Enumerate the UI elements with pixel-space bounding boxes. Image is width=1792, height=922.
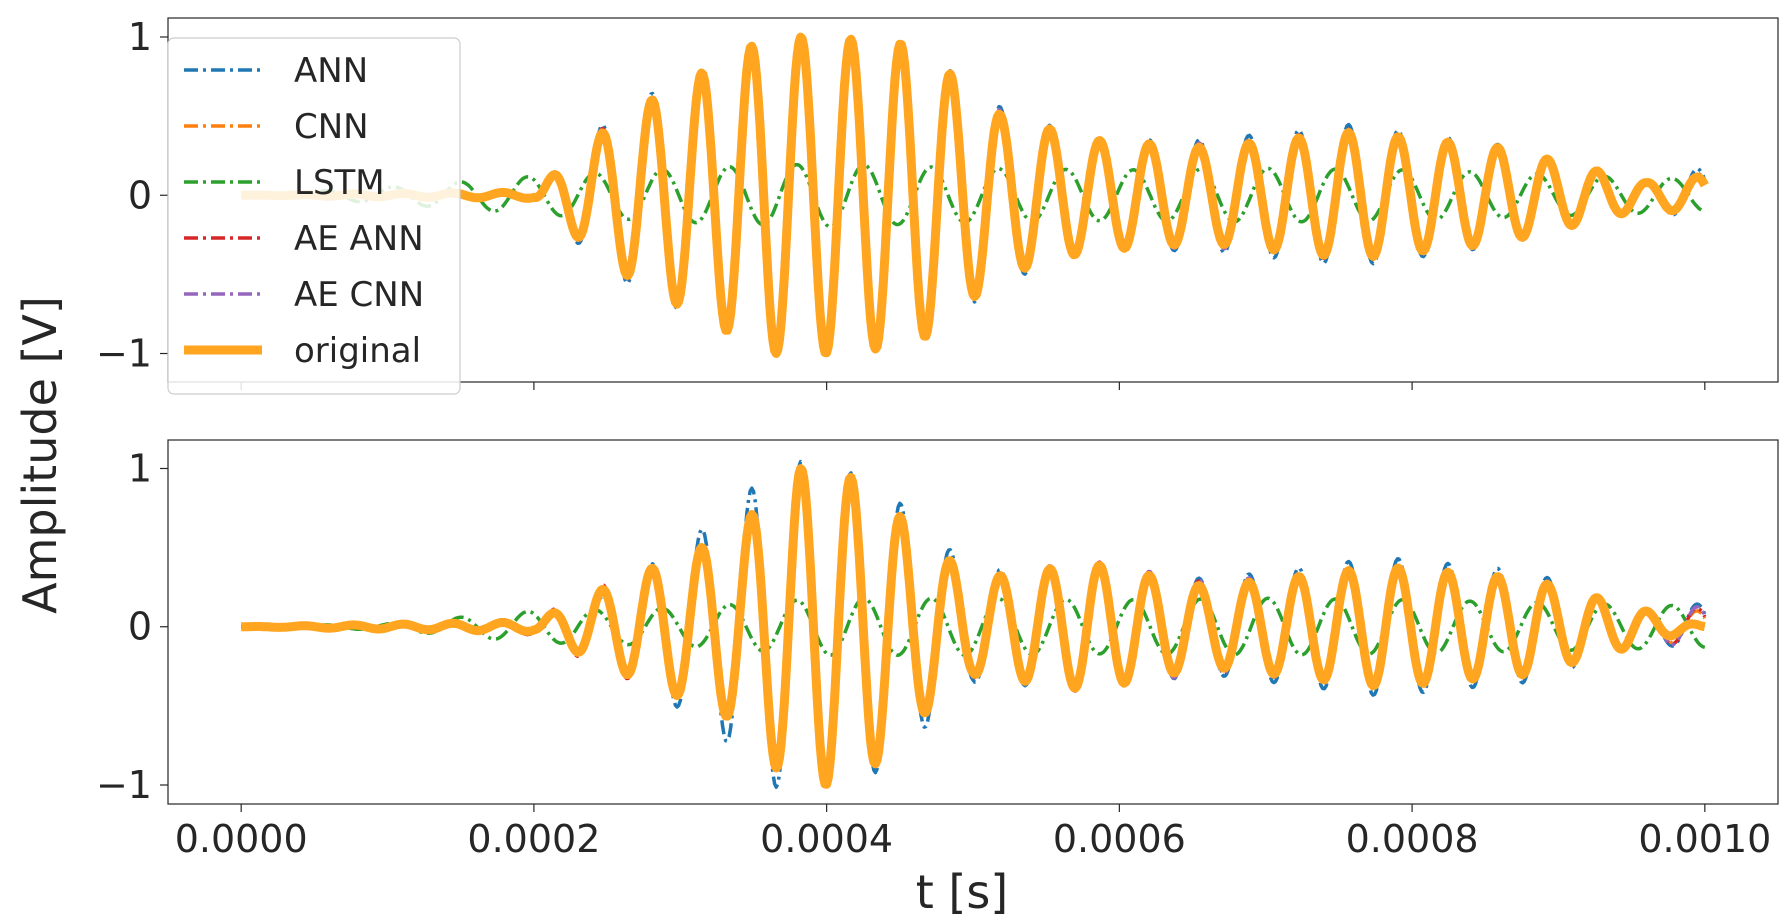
- x-tick-label: 0.0004: [760, 817, 893, 861]
- y-tick-label: −1: [96, 332, 152, 376]
- y-tick-label: 0: [128, 173, 152, 217]
- x-tick-label: 0.0002: [467, 817, 600, 861]
- x-tick-label: 0.0006: [1053, 817, 1186, 861]
- series-group: [238, 32, 1709, 358]
- y-tick-label: 1: [128, 15, 152, 59]
- legend-label: original: [294, 331, 421, 371]
- panel-top: 1 0 −1 ANN CNN LSTM AE ANN AE CNN original: [96, 15, 1779, 395]
- legend: ANN CNN LSTM AE ANN AE CNN original: [167, 37, 461, 395]
- y-tick-label: 1: [128, 446, 152, 490]
- legend-label: AE CNN: [294, 275, 424, 315]
- series-line-original: [238, 464, 1708, 789]
- y-tick-label: 0: [128, 605, 152, 649]
- x-tick-label: 0.0010: [1638, 817, 1771, 861]
- x-axis-label: t [s]: [916, 865, 1009, 919]
- plot-frame: [167, 439, 1779, 805]
- plots-layer: 1 0 −1 ANN CNN LSTM AE ANN AE CNN original 1 0 −1 0.…: [96, 15, 1779, 861]
- x-tick-label: 0.0008: [1346, 817, 1479, 861]
- x-tick-label: 0.0000: [175, 817, 308, 861]
- series-group: [238, 459, 1708, 789]
- panel-bottom: 1 0 −1 0.0000 0.0002 0.0004 0.0006 0.0008 0.0010: [96, 439, 1779, 861]
- legend-label: CNN: [294, 107, 369, 147]
- y-tick-label: −1: [96, 763, 152, 807]
- legend-label: LSTM: [294, 163, 385, 203]
- series-line-original: [238, 32, 1709, 358]
- legend-label: ANN: [294, 51, 368, 91]
- y-axis-label: Amplitude [V]: [13, 296, 67, 614]
- legend-label: AE ANN: [294, 219, 424, 259]
